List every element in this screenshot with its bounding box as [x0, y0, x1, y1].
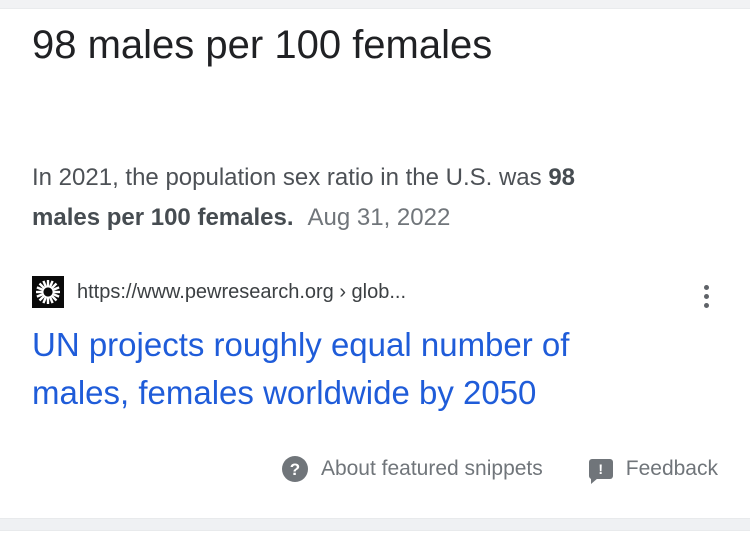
snippet-content: 98 males per 100 females In 2021, the po…	[0, 21, 750, 484]
three-dot-menu-icon[interactable]	[702, 283, 711, 310]
exclamation-glyph: !	[598, 461, 604, 477]
snippet-date: Aug 31, 2022	[307, 204, 451, 231]
description-line-1: In 2021, the population sex ratio in the…	[32, 158, 718, 198]
about-featured-snippets-link[interactable]: ? About featured snippets	[281, 456, 543, 482]
description-text: In 2021, the population sex ratio in the…	[32, 164, 549, 191]
top-page-divider	[0, 0, 750, 9]
snippet-footer: ? About featured snippets ! Feedback	[32, 456, 718, 484]
feedback-link[interactable]: ! Feedback	[588, 457, 718, 484]
snippet-description: In 2021, the population sex ratio in the…	[32, 158, 718, 238]
feedback-label: Feedback	[625, 457, 718, 480]
description-line-2: males per 100 females. Aug 31, 2022	[32, 198, 718, 238]
description-bold-text: males per 100 females.	[32, 204, 294, 231]
speech-bubble-tail	[590, 478, 598, 484]
source-row[interactable]: https://www.pewresearch.org › glob...	[32, 276, 718, 308]
description-bold-text: 98	[548, 164, 576, 191]
about-featured-snippets-label: About featured snippets	[320, 457, 543, 480]
pewresearch-favicon-icon	[32, 276, 64, 308]
question-mark-icon: ?	[281, 456, 308, 482]
answer-heading: 98 males per 100 females	[32, 23, 493, 67]
result-title-link[interactable]: UN projects roughly equal number of male…	[32, 321, 718, 417]
bottom-page-divider	[0, 518, 750, 531]
source-url[interactable]: https://www.pewresearch.org › glob...	[77, 281, 407, 303]
feedback-bubble-icon: !	[588, 459, 613, 484]
result-title-line-2: males, females worldwide by 2050	[32, 374, 537, 411]
result-title-line-1: UN projects roughly equal number of	[32, 326, 570, 363]
